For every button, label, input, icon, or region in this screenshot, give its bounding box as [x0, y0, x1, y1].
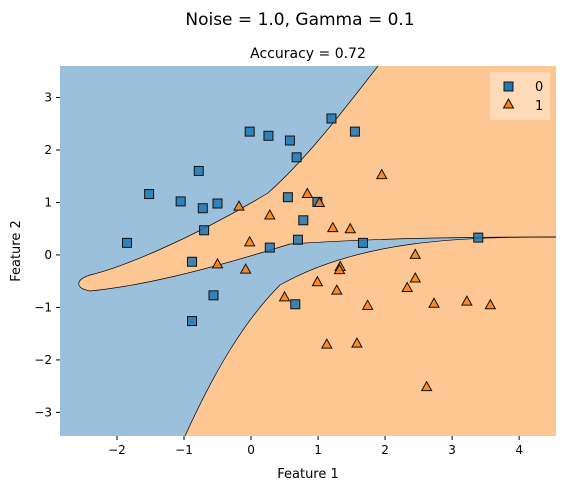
x-tick-label-6: 4 [515, 443, 523, 457]
data-point-class-1-3 [313, 196, 326, 207]
data-point-class-1-21 [484, 298, 497, 310]
data-point-class-1-8 [344, 222, 357, 234]
data-point-class-0-4 [197, 203, 208, 214]
data-point-class-0-16 [282, 192, 293, 203]
data-point-class-0-19 [264, 242, 275, 253]
legend-marker-class-0 [503, 81, 514, 92]
ticks-layer: −2 −1 0 1 2 3 4 −3 −2 −1 0 1 2 3 [34, 90, 523, 457]
region-class-1-lower [185, 237, 556, 436]
data-point-class-0-11 [263, 130, 274, 141]
x-tick-label-4: 2 [381, 443, 389, 457]
data-point-class-0-23 [290, 299, 301, 310]
data-point-class-0-14 [326, 113, 337, 124]
data-point-class-1-6 [239, 263, 252, 274]
x-tick-label-3: 1 [314, 443, 322, 457]
legend-box [490, 72, 550, 120]
data-point-class-1-19 [428, 297, 440, 308]
plot-area [60, 66, 556, 436]
data-point-class-1-16 [401, 281, 414, 292]
data-point-class-0-8 [208, 290, 219, 301]
y-tick-label-2: −1 [34, 300, 52, 314]
data-point-class-0-5 [212, 198, 223, 209]
data-point-class-0-15 [349, 126, 360, 137]
data-point-class-1-22 [320, 338, 333, 349]
legend-label-class-0: 0 [535, 80, 543, 95]
x-tick-label-5: 3 [448, 443, 456, 457]
data-point-class-1-14 [330, 284, 343, 295]
data-point-class-1-20 [461, 295, 473, 306]
data-point-class-0-0 [122, 237, 133, 248]
data-point-class-1-7 [326, 221, 339, 233]
data-point-class-1-13 [333, 263, 346, 275]
data-point-class-1-5 [211, 257, 224, 269]
data-point-class-0-6 [199, 225, 210, 236]
data-point-class-1-24 [420, 380, 433, 392]
data-point-class-1-23 [351, 337, 363, 348]
data-point-class-1-1 [263, 209, 276, 220]
y-tick-label-4: 1 [44, 195, 52, 209]
y-tick-label-1: −2 [34, 353, 52, 367]
data-point-class-1-11 [311, 275, 324, 287]
figure-suptitle: Noise = 1.0, Gamma = 0.1 [185, 10, 414, 30]
x-tick-label-1: −1 [175, 443, 193, 457]
data-point-class-0-10 [244, 126, 255, 137]
data-point-class-1-10 [278, 290, 291, 302]
data-point-class-0-7 [187, 256, 198, 267]
y-tick-label-6: 3 [44, 90, 52, 104]
data-point-class-1-9 [375, 168, 388, 180]
data-point-class-0-13 [291, 152, 302, 163]
data-point-class-1-0 [233, 200, 245, 211]
points-layer [122, 113, 497, 392]
data-point-class-1-4 [243, 235, 256, 247]
axes-title: Accuracy = 0.72 [250, 46, 366, 62]
data-point-class-0-22 [473, 232, 484, 243]
data-point-class-0-9 [187, 316, 198, 327]
x-axis-label: Feature 1 [277, 467, 339, 482]
legend-label-class-1: 1 [535, 99, 543, 114]
legend: 0 1 [490, 72, 550, 120]
data-point-class-0-12 [284, 135, 295, 146]
y-tick-label-3: 0 [44, 248, 52, 262]
data-point-class-1-15 [361, 299, 374, 310]
data-point-class-1-17 [409, 248, 422, 259]
x-tick-label-0: −2 [108, 443, 126, 457]
data-point-class-1-2 [301, 187, 314, 199]
y-tick-label-0: −3 [34, 405, 52, 419]
data-point-class-0-2 [175, 196, 186, 207]
decision-boundary-upper [78, 66, 556, 292]
data-point-class-0-1 [144, 189, 155, 200]
x-tick-label-2: 0 [247, 443, 255, 457]
y-tick-label-5: 2 [44, 143, 52, 157]
data-point-class-0-18 [298, 215, 309, 226]
region-class-1-upper [78, 66, 556, 291]
y-axis-label: Feature 2 [9, 220, 24, 282]
legend-marker-class-1 [502, 97, 515, 109]
data-point-class-1-18 [409, 271, 422, 283]
data-point-class-0-21 [357, 237, 368, 248]
data-point-class-0-3 [193, 165, 204, 176]
data-point-class-0-20 [292, 234, 303, 245]
